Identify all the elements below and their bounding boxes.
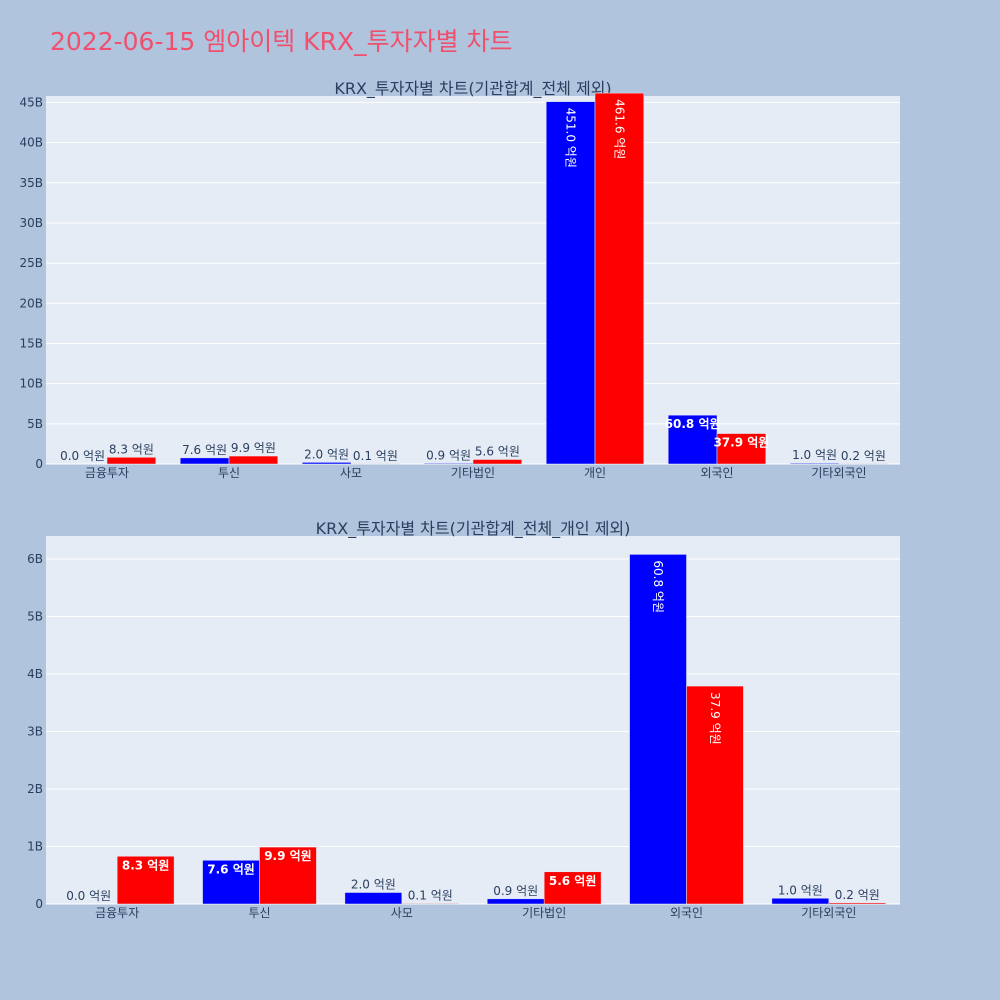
y-tick-label: 3B bbox=[27, 725, 43, 739]
data-label: 60.8 억원 bbox=[665, 417, 721, 431]
y-tick-label: 25B bbox=[19, 256, 43, 270]
x-tick-label: 금융투자 bbox=[85, 466, 129, 480]
x-tick-label: 기타외국인 bbox=[811, 466, 866, 480]
bar bbox=[828, 902, 887, 905]
data-label: 0.0 억원 bbox=[60, 449, 105, 463]
x-tick-label: 외국인 bbox=[700, 466, 733, 480]
bar bbox=[472, 459, 523, 465]
y-tick-label: 0 bbox=[35, 457, 43, 471]
data-label: 461.6 억원 bbox=[612, 99, 626, 159]
data-label: 8.3 억원 bbox=[122, 858, 170, 872]
chart-bottom: 0 1B 2B 3B 4B 5B 6B KRX_투자자별 차트(기관합계_전체_개인 제외) 금… bbox=[27, 519, 900, 920]
x-tick-label: 투신 bbox=[218, 466, 240, 480]
bar bbox=[401, 903, 460, 905]
data-label: 5.6 억원 bbox=[549, 874, 597, 888]
x-tick-label: 사모 bbox=[391, 906, 413, 920]
bar bbox=[423, 463, 474, 465]
data-label: 0.2 억원 bbox=[835, 888, 880, 902]
data-label: 0.9 억원 bbox=[426, 448, 471, 462]
x-tick-label: 개인 bbox=[584, 466, 606, 480]
x-tick-label: 금융투자 bbox=[95, 906, 139, 920]
bar bbox=[789, 462, 840, 465]
y-tick-label: 20B bbox=[19, 296, 43, 310]
bar bbox=[106, 457, 157, 465]
bar bbox=[686, 685, 744, 905]
y-tick-label: 5B bbox=[27, 417, 43, 431]
data-label: 9.9 억원 bbox=[264, 849, 312, 863]
data-label: 37.9 억원 bbox=[708, 692, 722, 745]
data-label: 0.2 억원 bbox=[841, 449, 886, 463]
y-tick-label: 6B bbox=[27, 552, 43, 566]
data-label: 37.9 억원 bbox=[713, 436, 769, 450]
data-label: 451.0 억원 bbox=[564, 108, 578, 168]
data-label: 2.0 억원 bbox=[351, 878, 396, 892]
bar bbox=[202, 860, 260, 905]
chart-title: KRX_투자자별 차트(기관합계_전체_개인 제외) bbox=[316, 519, 631, 539]
bar bbox=[116, 856, 175, 905]
bar bbox=[228, 455, 279, 465]
data-label: 1.0 억원 bbox=[792, 448, 837, 462]
bar bbox=[301, 462, 352, 465]
bar bbox=[179, 457, 230, 465]
data-label: 0.1 억원 bbox=[353, 449, 398, 463]
bar bbox=[594, 92, 645, 465]
x-tick-label: 투신 bbox=[248, 906, 270, 920]
data-label: 0.0 억원 bbox=[66, 889, 111, 903]
plot-area bbox=[46, 536, 900, 904]
x-tick-label: 기타법인 bbox=[451, 466, 495, 480]
x-tick-label: 기타법인 bbox=[522, 906, 566, 920]
data-label: 7.6 억원 bbox=[182, 443, 227, 457]
data-label: 0.1 억원 bbox=[408, 888, 453, 902]
data-label: 9.9 억원 bbox=[231, 441, 276, 455]
data-label: 5.6 억원 bbox=[475, 445, 520, 459]
plot-area bbox=[46, 96, 900, 464]
y-tick-label: 30B bbox=[19, 216, 43, 230]
chart-top: 0 5B 10B 15B 20B 25B 30B 35B 40B 45B KRX_투자자별 차트(기… bbox=[19, 79, 900, 480]
bar bbox=[629, 554, 687, 905]
bar bbox=[344, 892, 403, 905]
data-label: 60.8 억원 bbox=[651, 560, 665, 613]
bar bbox=[486, 898, 545, 905]
chart-title: KRX_투자자별 차트(기관합계_전체 제외) bbox=[334, 79, 611, 99]
data-label: 7.6 억원 bbox=[207, 862, 255, 876]
y-tick-label: 10B bbox=[19, 377, 43, 391]
y-tick-label: 1B bbox=[27, 840, 43, 854]
x-tick-label: 기타외국인 bbox=[801, 906, 856, 920]
y-tick-label: 15B bbox=[19, 336, 43, 350]
bar bbox=[716, 433, 767, 465]
page-title: 2022-06-15 엠아이텍 KRX_투자자별 차트 bbox=[50, 27, 513, 56]
bar bbox=[771, 898, 830, 905]
bar bbox=[545, 101, 596, 465]
data-label: 8.3 억원 bbox=[109, 442, 154, 456]
data-label: 1.0 억원 bbox=[778, 883, 823, 897]
bar bbox=[259, 846, 317, 905]
y-tick-label: 40B bbox=[19, 136, 43, 150]
bar bbox=[543, 871, 602, 905]
y-tick-label: 35B bbox=[19, 176, 43, 190]
data-label: 2.0 억원 bbox=[304, 447, 349, 461]
y-tick-label: 5B bbox=[27, 610, 43, 624]
data-label: 0.9 억원 bbox=[493, 884, 538, 898]
x-tick-label: 외국인 bbox=[670, 906, 703, 920]
bar bbox=[667, 414, 718, 465]
y-tick-label: 4B bbox=[27, 667, 43, 681]
y-tick-label: 0 bbox=[35, 897, 43, 911]
x-tick-label: 사모 bbox=[340, 466, 362, 480]
y-tick-label: 45B bbox=[19, 95, 43, 109]
y-tick-label: 2B bbox=[27, 782, 43, 796]
